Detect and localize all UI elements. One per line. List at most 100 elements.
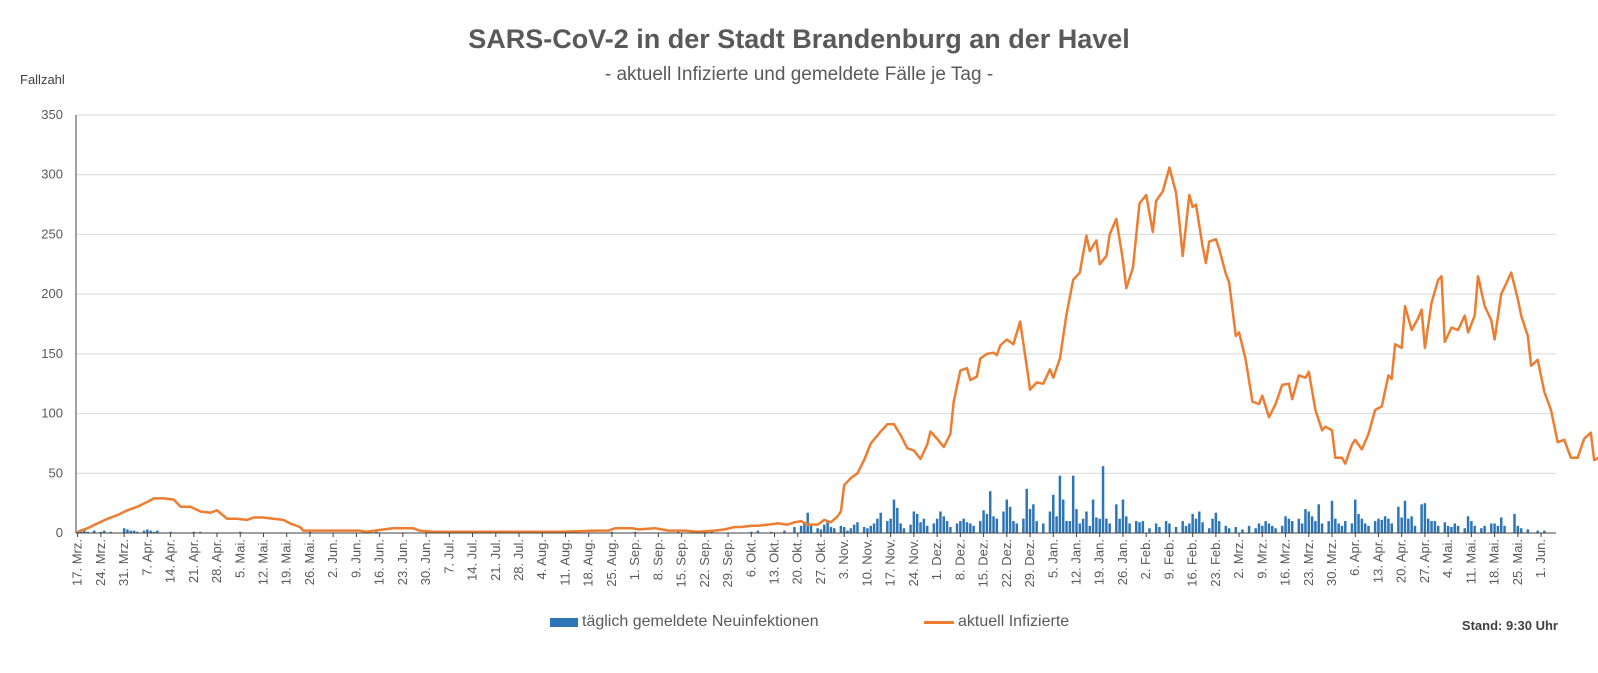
bar [803, 523, 806, 533]
bar [129, 530, 132, 533]
bar [1304, 509, 1307, 533]
bar [982, 510, 985, 533]
x-tick-label: 1. Jun. [1533, 539, 1548, 578]
x-tick-label: 31. Mrz. [116, 539, 131, 586]
bar [955, 523, 959, 533]
bar [1350, 523, 1354, 533]
x-tick-label: 27. Okt. [813, 539, 828, 585]
y-axis-label: Fallzahl [20, 72, 65, 87]
y-tick-label: 200 [41, 286, 63, 301]
bar [152, 531, 156, 533]
bar [146, 529, 149, 533]
bar [1241, 529, 1244, 533]
legend-item-infizierte: aktuell Infizierte [924, 613, 1069, 631]
bar [892, 499, 896, 533]
bar [1357, 513, 1360, 533]
bar [959, 521, 962, 533]
x-tick-label: 7. Jul. [441, 539, 456, 574]
x-tick-label: 10. Nov. [859, 539, 874, 586]
bar [1483, 525, 1486, 533]
bar [1198, 511, 1201, 533]
bar [1065, 521, 1068, 533]
bar [985, 513, 989, 533]
x-tick-label: 17. Nov. [883, 539, 898, 586]
x-tick-label: 12. Jan. [1068, 539, 1083, 585]
bar [142, 530, 146, 533]
bar [1327, 521, 1330, 533]
bar [1493, 523, 1496, 533]
x-tick-label: 8. Dez. [952, 539, 967, 580]
x-tick-label: 22. Dez. [999, 539, 1014, 587]
x-tick-label: 13. Okt. [767, 539, 782, 585]
bar [1413, 525, 1417, 533]
bar [1443, 522, 1447, 533]
bar [979, 521, 982, 533]
bar [1181, 521, 1184, 533]
bar [1334, 518, 1337, 533]
bar [935, 518, 939, 533]
x-tick-label: 17. Mrz. [70, 539, 85, 586]
bar [783, 530, 786, 533]
bar [962, 518, 965, 533]
bar [872, 523, 876, 533]
bar [1344, 521, 1347, 533]
x-tick-label: 1. Dez. [929, 539, 944, 580]
bar [1211, 518, 1214, 533]
bar [126, 529, 129, 533]
bar [939, 511, 942, 533]
bar [1061, 499, 1065, 533]
bar [1068, 521, 1072, 533]
bar [1032, 504, 1035, 533]
x-tick-label: 16. Feb. [1185, 539, 1200, 587]
bar [799, 525, 803, 533]
bar [1022, 518, 1025, 533]
bar [308, 531, 312, 533]
bar [1526, 529, 1530, 533]
bar [1118, 518, 1121, 533]
bar [1387, 518, 1390, 533]
x-tick-label: 14. Apr. [163, 539, 178, 583]
bar [823, 524, 826, 533]
bar [1516, 525, 1520, 533]
bar [852, 524, 856, 533]
bar [1217, 521, 1221, 533]
bar [132, 530, 136, 533]
bar [1403, 500, 1407, 533]
bar [1373, 521, 1377, 533]
bar [1164, 521, 1168, 533]
x-tick-label: 2. Feb. [1138, 539, 1153, 579]
bar [1490, 523, 1493, 533]
bar [1108, 523, 1111, 533]
bar [1194, 518, 1198, 533]
bar [93, 530, 96, 533]
x-tick-label: 19. Jan. [1092, 539, 1107, 585]
bar [1002, 511, 1005, 533]
bar [192, 531, 196, 533]
bar [1390, 523, 1393, 533]
x-tick-label: 30. Mrz. [1324, 539, 1339, 586]
bar [1519, 528, 1523, 533]
bar [1075, 509, 1078, 533]
bar [866, 528, 869, 533]
x-tick-label: 15. Dez. [976, 539, 991, 587]
bar [1330, 500, 1334, 533]
bar [932, 523, 936, 533]
bar [1436, 525, 1440, 533]
x-tick-label: 9. Jun. [348, 539, 363, 578]
bar [149, 530, 152, 533]
y-tick-label: 50 [49, 465, 63, 480]
bar [1367, 525, 1370, 533]
bar [750, 531, 753, 533]
bar [1134, 521, 1138, 533]
bar [849, 528, 853, 533]
bar [1353, 499, 1357, 533]
bar [156, 530, 159, 533]
y-tick-label: 350 [41, 107, 63, 122]
bar [988, 491, 992, 533]
bar [1154, 523, 1158, 533]
x-tick-label: 11. Aug. [557, 539, 572, 586]
x-tick-label: 24. Mrz. [93, 539, 108, 586]
bar [995, 518, 999, 533]
bar [806, 512, 809, 533]
bar [1128, 523, 1131, 533]
